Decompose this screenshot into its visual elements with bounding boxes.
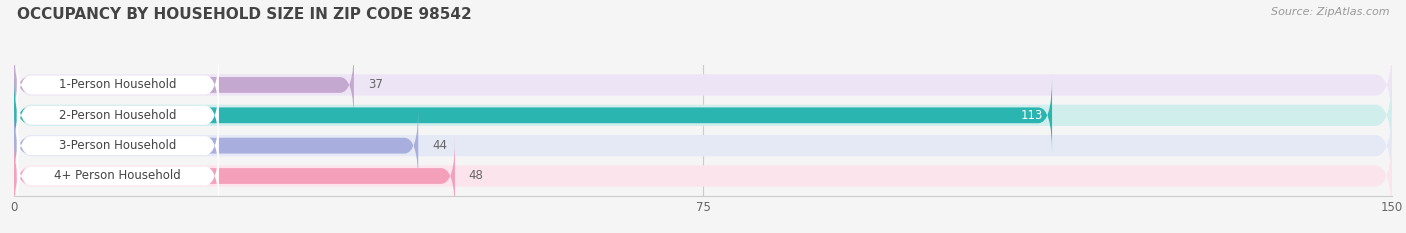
Text: 2-Person Household: 2-Person Household: [59, 109, 177, 122]
Text: 48: 48: [468, 169, 484, 182]
FancyBboxPatch shape: [14, 132, 1392, 220]
FancyBboxPatch shape: [17, 140, 219, 212]
Text: 3-Person Household: 3-Person Household: [59, 139, 177, 152]
Text: 44: 44: [432, 139, 447, 152]
FancyBboxPatch shape: [17, 79, 219, 151]
Text: OCCUPANCY BY HOUSEHOLD SIZE IN ZIP CODE 98542: OCCUPANCY BY HOUSEHOLD SIZE IN ZIP CODE …: [17, 7, 471, 22]
FancyBboxPatch shape: [14, 47, 354, 123]
Text: 113: 113: [1021, 109, 1043, 122]
FancyBboxPatch shape: [14, 138, 456, 214]
FancyBboxPatch shape: [14, 78, 1052, 153]
FancyBboxPatch shape: [14, 41, 1392, 129]
FancyBboxPatch shape: [14, 108, 418, 183]
Text: 1-Person Household: 1-Person Household: [59, 79, 177, 92]
FancyBboxPatch shape: [17, 110, 219, 182]
Text: 37: 37: [368, 79, 382, 92]
FancyBboxPatch shape: [14, 102, 1392, 190]
FancyBboxPatch shape: [17, 49, 219, 121]
Text: Source: ZipAtlas.com: Source: ZipAtlas.com: [1271, 7, 1389, 17]
Text: 4+ Person Household: 4+ Person Household: [55, 169, 181, 182]
FancyBboxPatch shape: [14, 71, 1392, 159]
